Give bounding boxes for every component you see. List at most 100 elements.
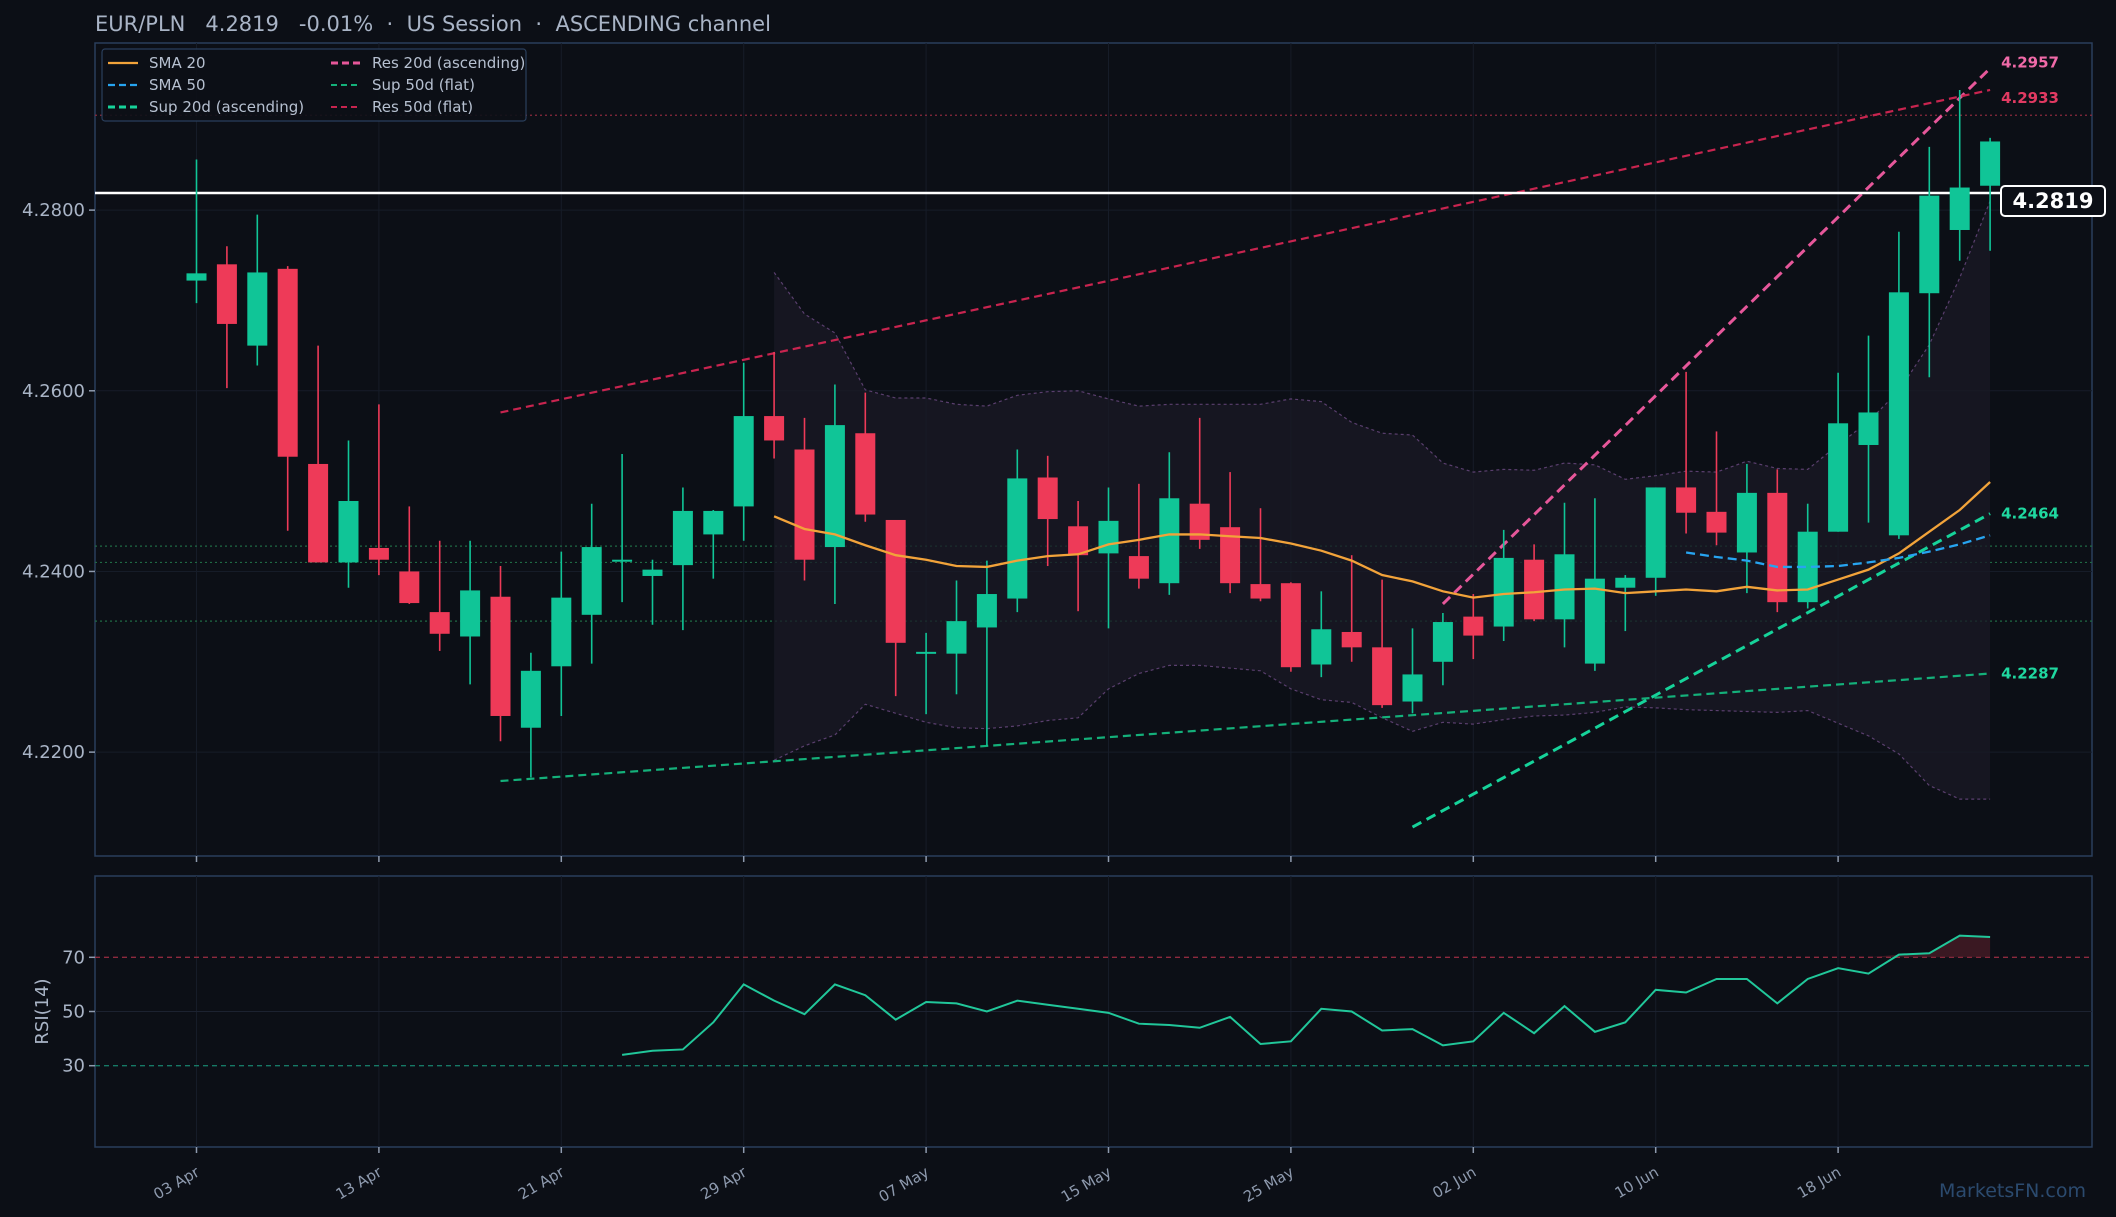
candle <box>338 440 359 588</box>
candle <box>1858 335 1879 523</box>
current-price-badge-bg <box>2000 185 2106 217</box>
candle-body <box>1554 554 1575 620</box>
candle <box>1372 579 1393 708</box>
candle <box>764 351 785 459</box>
candle <box>976 560 997 746</box>
candle-body <box>885 519 906 643</box>
candle <box>216 246 237 389</box>
legend-label: SMA 20 <box>149 54 206 72</box>
candle <box>308 345 329 563</box>
candle <box>1220 472 1241 594</box>
candle <box>1250 508 1271 602</box>
candle <box>277 266 298 531</box>
trend-level-line <box>1411 512 1991 829</box>
candle-body <box>1706 511 1727 533</box>
candle-body <box>1098 520 1119 554</box>
trend-level-value: 4.2287 <box>2001 665 2059 683</box>
candle <box>1493 529 1514 642</box>
candle <box>551 551 572 716</box>
candle-body <box>1524 559 1545 620</box>
candle <box>885 519 906 697</box>
candle-body <box>1402 674 1423 702</box>
candle-body <box>1736 492 1757 553</box>
candle <box>1797 503 1818 609</box>
rsi-y-tick-label: 50 <box>62 1002 85 1023</box>
candle-body <box>1645 487 1666 578</box>
candle <box>490 566 511 742</box>
candle <box>1128 483 1149 589</box>
candle-body <box>1584 578 1605 664</box>
trend-level-value: 4.2957 <box>2001 53 2059 71</box>
candle-body <box>1828 423 1849 532</box>
legend: SMA 20 SMA 50 Sup 20d (ascending) Res 20d (… <box>101 48 527 122</box>
candle <box>855 392 876 522</box>
candle <box>824 384 845 604</box>
candle <box>1280 582 1301 672</box>
y-tick-label: 4.2200 <box>22 742 85 763</box>
candle-body <box>1463 616 1484 636</box>
candle <box>520 652 541 778</box>
legend-label: SMA 50 <box>149 76 206 94</box>
candle <box>1980 137 2001 251</box>
candle-body <box>1007 478 1028 599</box>
candle-body <box>946 621 967 654</box>
candle <box>1402 628 1423 714</box>
candle <box>1828 372 1849 532</box>
candle <box>1706 431 1727 546</box>
candle <box>703 510 724 579</box>
legend-label: Res 50d (flat) <box>372 98 473 116</box>
candle <box>1554 502 1575 648</box>
candle-body <box>216 264 237 324</box>
candle-body <box>460 590 481 637</box>
band-lower-line <box>773 664 1991 800</box>
candle <box>1615 575 1636 632</box>
candle <box>368 404 389 576</box>
candle-body <box>612 559 633 562</box>
candle-body <box>581 547 602 615</box>
current-price-badge: 4.2819 <box>2000 185 2106 217</box>
candle-body <box>733 416 754 507</box>
candle-body <box>1159 498 1180 584</box>
candle-body <box>490 596 511 716</box>
candle-body <box>794 449 815 560</box>
candle-body <box>247 272 268 346</box>
candle <box>672 487 693 631</box>
current-price-label: 4.2819 <box>2012 189 2093 213</box>
candle-body <box>824 425 845 548</box>
candle <box>916 632 937 715</box>
candle-body <box>1220 527 1241 584</box>
candle-body <box>1189 503 1210 540</box>
rsi-y-tick-label: 30 <box>62 1056 85 1077</box>
candle <box>946 580 967 695</box>
y-tick-label: 4.2800 <box>22 200 85 221</box>
candle <box>1524 544 1545 622</box>
trend-level-value: 4.2933 <box>2001 89 2059 107</box>
candle <box>1311 591 1332 678</box>
candle-body <box>1888 292 1909 536</box>
candle-body <box>551 597 572 667</box>
candle <box>1888 231 1909 539</box>
rsi-panel: 30 50 70 RSI(14) <box>32 875 2093 1148</box>
candle-body <box>1250 584 1271 599</box>
candle-body <box>855 433 876 515</box>
candle-body <box>1676 487 1697 513</box>
candle <box>1432 613 1453 686</box>
legend-label: Sup 50d (flat) <box>372 76 475 94</box>
candle-body <box>1493 557 1514 627</box>
candle <box>1949 89 1970 261</box>
candle-body <box>1615 577 1636 588</box>
candle <box>1584 498 1605 671</box>
candle-body <box>1128 556 1149 579</box>
candle <box>733 362 754 541</box>
sma50-line <box>1685 534 1991 569</box>
rsi-overbought-fill <box>1868 935 1991 958</box>
candle <box>1463 594 1484 660</box>
rsi-y-tick-label: 70 <box>62 947 85 968</box>
legend-label: Res 20d (ascending) <box>372 54 525 72</box>
candle <box>1159 452 1180 595</box>
candle-body <box>399 571 420 604</box>
candle-body <box>1767 492 1788 603</box>
band-upper-line <box>773 200 1991 480</box>
rsi-axis-label: RSI(14) <box>32 978 53 1044</box>
